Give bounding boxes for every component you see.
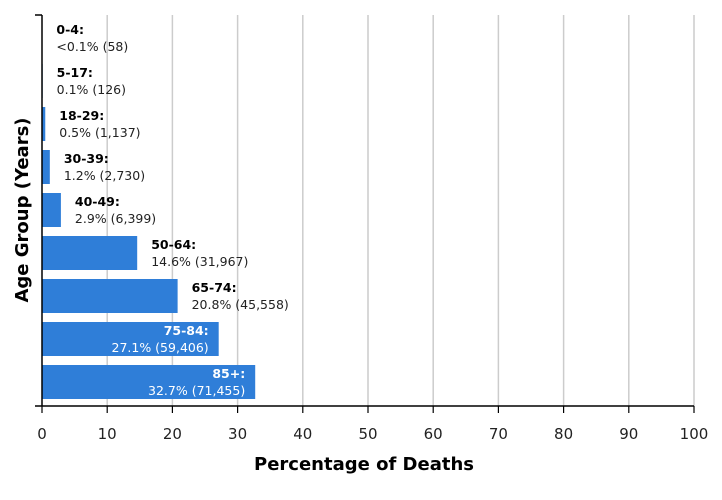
data-label-value: 32.7% (71,455) [148, 383, 245, 398]
bar-40-49 [42, 193, 61, 227]
data-label-value: 0.5% (1,137) [59, 125, 140, 140]
bar-50-64 [42, 236, 138, 270]
data-label-value: 2.9% (6,399) [75, 211, 156, 226]
data-label-value: 20.8% (45,558) [192, 297, 289, 312]
data-label-group: 5-17: [57, 65, 93, 80]
data-label-group: 75-84: [164, 323, 209, 338]
data-label-value: <0.1% (58) [56, 39, 128, 54]
x-tick-labels: 0 10 20 30 40 50 60 70 80 90 100 [37, 406, 708, 443]
x-tick-label: 60 [424, 425, 443, 443]
data-label-group: 30-39: [64, 151, 109, 166]
x-tick-label: 50 [358, 425, 377, 443]
x-tick-label: 100 [680, 425, 709, 443]
data-label-value: 0.1% (126) [57, 82, 126, 97]
x-tick-label: 10 [98, 425, 117, 443]
x-tick-label: 90 [619, 425, 638, 443]
x-tick-label: 20 [163, 425, 182, 443]
data-label-value: 14.6% (31,967) [151, 254, 248, 269]
bars [42, 21, 256, 399]
x-tick-label: 80 [554, 425, 573, 443]
gridlines [106, 15, 695, 406]
x-tick-label: 40 [293, 425, 312, 443]
data-label-value: 1.2% (2,730) [64, 168, 145, 183]
bar-18-29 [42, 107, 46, 141]
bar-65-74 [42, 279, 178, 313]
data-labels: 0-4: <0.1% (58) 5-17: 0.1% (126) 18-29: 0.5% … [56, 22, 288, 398]
x-tick-label: 0 [37, 425, 47, 443]
data-label-group: 50-64: [151, 237, 196, 252]
data-label-group: 85+: [212, 366, 245, 381]
data-label-group: 40-49: [75, 194, 120, 209]
bar-75-84 [42, 322, 219, 356]
y-axis-title: Age Group (Years) [12, 117, 33, 302]
data-label-group: 18-29: [59, 108, 104, 123]
data-label-value: 27.1% (59,406) [112, 340, 209, 355]
data-label-group: 0-4: [56, 22, 84, 37]
data-label-group: 65-74: [192, 280, 237, 295]
x-axis-title: Percentage of Deaths [254, 454, 474, 475]
x-tick-label: 30 [228, 425, 247, 443]
x-tick-label: 70 [489, 425, 508, 443]
bar-85+ [42, 365, 256, 399]
bar-30-39 [42, 150, 50, 184]
